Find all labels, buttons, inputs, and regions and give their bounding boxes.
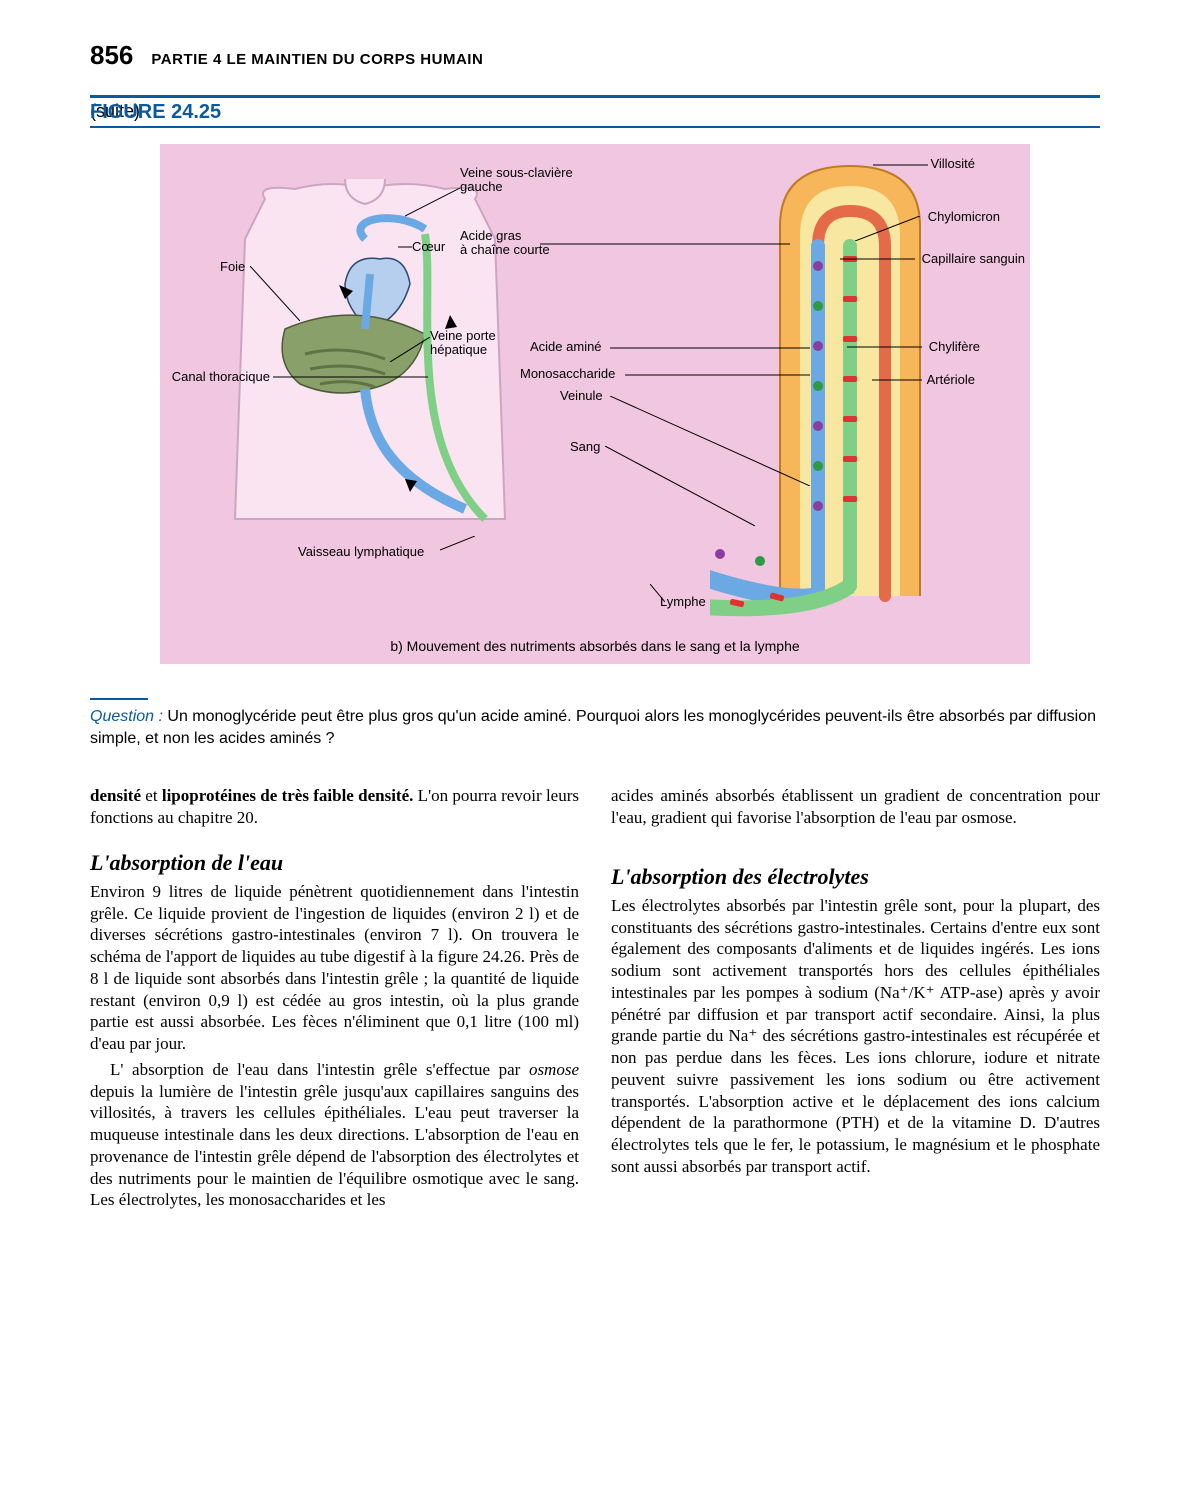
label-arteriole: Artériole [927, 372, 975, 387]
running-header: 856 PARTIE 4 LE MAINTIEN DU CORPS HUMAIN [90, 40, 1100, 71]
header-part-label: PARTIE 4 LE MAINTIEN DU CORPS HUMAIN [151, 51, 483, 68]
question-text: Un monoglycéride peut être plus gros qu'… [90, 708, 1096, 747]
label-sang: Sang [570, 439, 600, 454]
figure-title: FIGURE 24.25 (suite) [90, 98, 1100, 128]
bold-densite: densité [90, 786, 141, 805]
question-label: Question : [90, 708, 163, 725]
label-coeur: Cœur [412, 239, 445, 254]
label-veinule: Veinule [560, 388, 603, 403]
left-intro: densité et lipoprotéines de très faible … [90, 785, 579, 829]
figure-panel: Veine sous-clavière gauche Cœur Acide gr… [160, 144, 1030, 664]
page: 856 PARTIE 4 LE MAINTIEN DU CORPS HUMAIN… [0, 0, 1190, 1500]
osmose-em: osmose [529, 1060, 579, 1079]
label-veine-porte: Veine porte hépatique [430, 329, 496, 358]
label-chylifere: Chylifère [929, 339, 980, 354]
label-veine-sous-claviere: Veine sous-clavière gauche [460, 166, 573, 195]
villus-diagram [710, 156, 990, 626]
question-block: Question : Un monoglycéride peut être pl… [90, 706, 1100, 749]
left-p2-post: depuis la lumière de l'intestin grêle ju… [90, 1082, 579, 1210]
right-p0: acides aminés absorbés établissent un gr… [611, 785, 1100, 829]
bold-lipoproteines: lipoprotéines de très faible densité. [162, 786, 414, 805]
left-p2-pre: L' absorption de l'eau dans l'intestin g… [110, 1060, 529, 1079]
label-vaisseau-lymphatique: Vaisseau lymphatique [298, 544, 424, 559]
figure-number: FIGURE 24.25 [90, 101, 221, 124]
figure-caption: b) Mouvement des nutriments absorbés dan… [160, 638, 1030, 654]
label-capillaire: Capillaire sanguin [922, 251, 1025, 266]
label-acide-gras: Acide gras à chaîne courte [460, 229, 550, 258]
page-number: 856 [90, 40, 133, 71]
label-chylomicron: Chylomicron [928, 209, 1000, 224]
body-columns: densité et lipoprotéines de très faible … [90, 785, 1100, 1215]
left-p2: L' absorption de l'eau dans l'intestin g… [90, 1059, 579, 1211]
heading-absorption-eau: L'absorption de l'eau [90, 849, 579, 877]
question-rule [90, 698, 148, 700]
label-lymphe: Lymphe [660, 594, 706, 609]
left-p1: Environ 9 litres de liquide pénètrent qu… [90, 881, 579, 1055]
right-p1: Les électrolytes absorbés par l'intestin… [611, 895, 1100, 1178]
heading-absorption-electrolytes: L'absorption des électrolytes [611, 863, 1100, 891]
label-acide-amine: Acide aminé [530, 339, 602, 354]
left-column: densité et lipoprotéines de très faible … [90, 785, 579, 1215]
right-column: acides aminés absorbés établissent un gr… [611, 785, 1100, 1215]
label-canal-thoracique: Canal thoracique [172, 369, 270, 384]
label-villosite: Villosité [930, 156, 975, 171]
label-foie: Foie [220, 259, 245, 274]
label-monosaccharide: Monosaccharide [520, 366, 615, 381]
